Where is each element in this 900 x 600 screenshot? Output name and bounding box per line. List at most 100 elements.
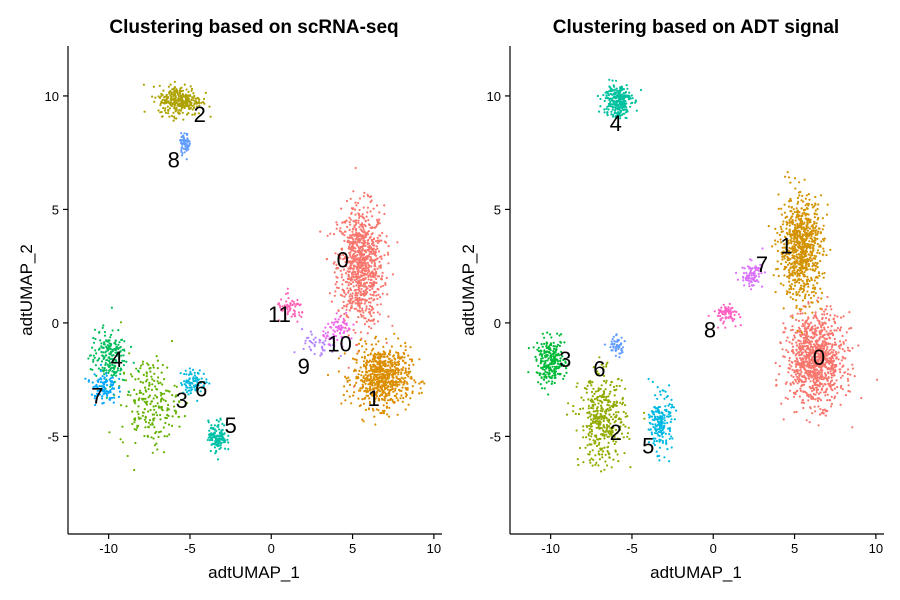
cell-point [365, 281, 368, 284]
cell-point [147, 426, 150, 429]
cell-point [148, 381, 151, 384]
cell-point [810, 395, 813, 398]
cell-point [138, 389, 141, 392]
cell-point [370, 297, 373, 300]
cell-point [826, 203, 829, 206]
cell-point [809, 220, 812, 224]
cell-point [191, 96, 194, 99]
cell-point [106, 384, 109, 387]
cell-point [368, 373, 371, 376]
cell-point [812, 257, 815, 260]
cell-point [322, 334, 325, 337]
cell-point [318, 341, 321, 344]
cell-point [790, 215, 793, 218]
cell-point [373, 262, 376, 265]
cell-point [818, 385, 821, 388]
cell-point [774, 361, 777, 365]
cell-point [798, 395, 802, 398]
cell-point [104, 354, 107, 357]
cell-point [103, 334, 107, 337]
cell-point [154, 96, 157, 99]
cell-point [367, 383, 370, 386]
cell-point [366, 371, 369, 374]
cell-point [367, 325, 371, 328]
cell-point [809, 341, 812, 344]
cell-point [805, 319, 809, 322]
cell-point [375, 408, 378, 411]
cell-point [167, 423, 171, 426]
cell-point [359, 282, 362, 285]
cell-point [363, 379, 366, 382]
cell-point [345, 304, 348, 307]
cell-point [179, 139, 182, 142]
cell-point [815, 386, 818, 389]
cell-point [784, 396, 787, 399]
cell-point [793, 226, 797, 229]
cell-point [314, 336, 317, 339]
cell-point [376, 275, 379, 278]
cell-point [381, 378, 384, 381]
cell-point [378, 234, 381, 237]
cell-point [349, 234, 352, 237]
cell-point [102, 324, 105, 327]
cell-point [213, 446, 216, 449]
cell-point [805, 331, 808, 334]
cell-point [188, 367, 191, 370]
cell-point [354, 166, 357, 170]
cell-point [800, 385, 803, 388]
cell-point [343, 295, 346, 298]
cell-point [175, 88, 178, 92]
cell-point [161, 392, 164, 396]
cell-point [397, 351, 400, 354]
cell-point [830, 379, 834, 382]
cell-point [373, 376, 376, 379]
cell-point [615, 384, 618, 388]
cell-point [813, 216, 817, 219]
cell-point [816, 251, 819, 254]
cell-point [793, 411, 796, 414]
chart-title: Clustering based on ADT signal [553, 17, 839, 38]
cell-point [155, 411, 158, 414]
cell-point [846, 377, 850, 380]
cell-point [364, 220, 367, 223]
cell-point [801, 233, 804, 236]
cell-point [794, 234, 797, 237]
cell-point [358, 303, 361, 306]
cell-point [821, 228, 824, 231]
cell-point [810, 276, 813, 279]
cell-point [358, 248, 361, 251]
cell-point [196, 96, 199, 100]
cell-point [809, 336, 812, 339]
cell-point [156, 402, 159, 405]
cell-point [817, 271, 821, 274]
cell-point [796, 196, 800, 200]
cell-point [807, 243, 810, 246]
cell-point [354, 213, 357, 216]
cell-point [380, 412, 383, 415]
cell-point [800, 351, 804, 354]
cell-point [803, 327, 806, 330]
cell-point [807, 355, 810, 358]
cell-point [812, 294, 816, 297]
cell-point [341, 221, 344, 224]
cell-point [100, 360, 104, 363]
cell-point [355, 261, 358, 264]
cell-point [110, 306, 113, 309]
cell-point [397, 354, 400, 357]
cell-point [803, 360, 806, 364]
cell-point [779, 341, 782, 344]
cell-point [365, 269, 368, 272]
cell-point [404, 341, 407, 345]
cell-point [824, 414, 827, 417]
cell-point [339, 253, 342, 257]
cell-point [302, 347, 305, 351]
cell-point [809, 257, 812, 260]
cell-point [378, 211, 381, 214]
cell-point [349, 293, 352, 296]
x-tick-label: 5 [349, 541, 356, 556]
cell-point [153, 417, 156, 420]
cell-point [795, 216, 798, 219]
cell-point [136, 410, 139, 413]
cell-point [377, 293, 380, 296]
cell-point [363, 294, 366, 297]
